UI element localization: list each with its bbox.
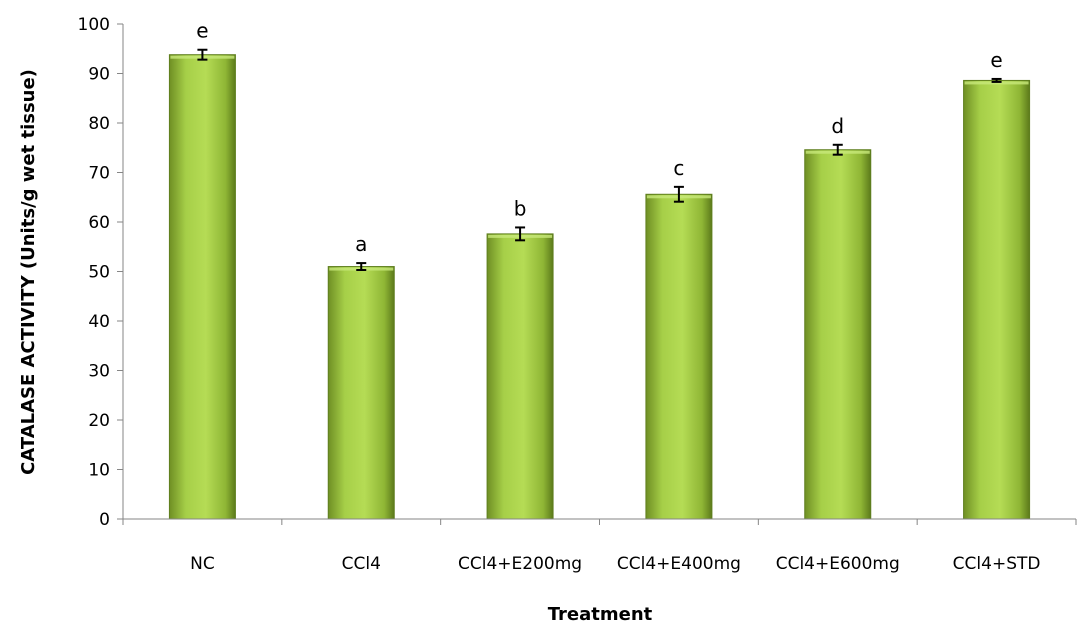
bar-ccl4 — [327, 266, 395, 520]
x-category-label: CCl4+E600mg — [776, 554, 900, 574]
bar-ccl4-std — [963, 79, 1031, 520]
bar-ccl4-e200mg — [486, 233, 554, 520]
x-axis-title: Treatment — [548, 604, 653, 625]
error-bar — [356, 262, 367, 272]
error-bar — [832, 143, 843, 156]
x-category-label: CCl4 — [342, 554, 381, 574]
error-bar — [673, 185, 684, 203]
x-category-label: CCl4+STD — [953, 554, 1041, 574]
significance-label: b — [514, 196, 527, 220]
y-axis-title: CATALASE ACTIVITY (Units/g wet tissue) — [18, 69, 39, 475]
bar-nc — [168, 54, 236, 520]
y-tick-label: 90 — [88, 65, 110, 85]
y-tick-label: 80 — [88, 114, 110, 134]
y-tick-label: 100 — [78, 15, 110, 35]
bar-ccl4-e400mg — [645, 193, 713, 520]
bar-top-highlight — [964, 81, 1029, 85]
y-tick-label: 40 — [88, 312, 110, 332]
error-bar — [991, 77, 1002, 83]
x-category-label: CCl4+E200mg — [458, 554, 582, 574]
significance-label: a — [355, 232, 367, 256]
y-tick-label: 30 — [88, 362, 110, 382]
y-tick-label: 10 — [88, 461, 110, 481]
x-category-label: CCl4+E400mg — [617, 554, 741, 574]
significance-label: e — [196, 19, 208, 43]
y-tick-label: 0 — [99, 510, 110, 530]
y-tick-label: 20 — [88, 411, 110, 431]
bar-ccl4-e600mg — [804, 149, 872, 520]
error-bar — [197, 48, 208, 61]
significance-label: c — [673, 156, 684, 180]
significance-label: e — [990, 48, 1002, 72]
x-category-label: NC — [190, 554, 215, 574]
y-tick-label: 50 — [88, 263, 110, 283]
error-bar — [515, 226, 526, 242]
significance-label: d — [831, 114, 844, 138]
y-tick-label: 60 — [88, 213, 110, 233]
y-tick-label: 70 — [88, 164, 110, 184]
